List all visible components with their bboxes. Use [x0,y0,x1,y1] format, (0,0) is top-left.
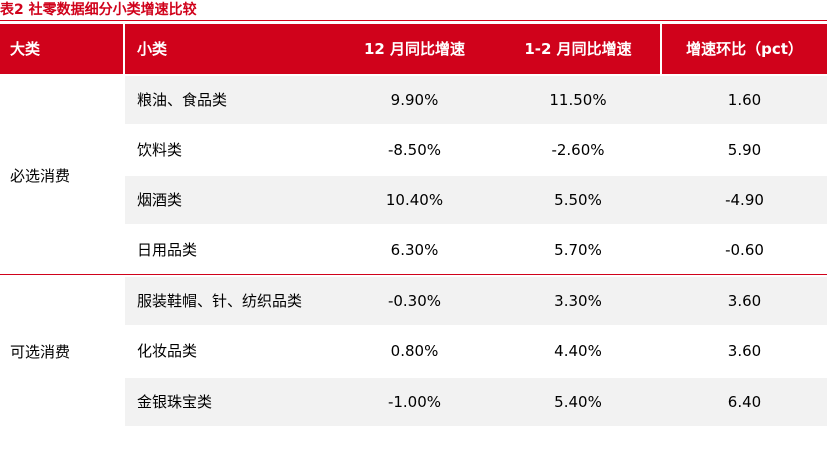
table-row: 金银珠宝类 -1.00% 5.40% 6.40 [125,378,827,426]
category-label: 必选消费 [10,167,71,185]
header-change-pct: 增速环比（pct） [686,40,803,58]
dec-yoy-cell: 0.80% [390,342,439,360]
table-header: 大类 小类 12 月同比增速 1-2 月同比增速 增速环比（pct） [0,24,827,74]
dec-yoy-cell: 9.90% [390,91,439,109]
header-category: 大类 [10,40,41,58]
change-pct-cell: -4.90 [725,191,764,209]
change-pct-cell: 5.90 [727,141,762,159]
janfeb-yoy-cell: 5.40% [554,393,602,411]
subcategory-cell: 饮料类 [137,141,183,159]
dec-yoy-cell: 10.40% [385,191,444,209]
subcategory-cell: 服装鞋帽、针、纺织品类 [137,292,303,310]
header-subcategory: 小类 [137,40,168,58]
change-pct-cell: -0.60 [725,241,764,259]
group-divider [0,274,827,275]
janfeb-yoy-cell: 11.50% [549,91,607,109]
category-label: 可选消费 [10,343,71,361]
dec-yoy-cell: -8.50% [387,141,442,159]
table-row: 日用品类 6.30% 5.70% -0.60 [125,226,827,274]
janfeb-yoy-cell: 4.40% [554,342,602,360]
header-divider [660,24,662,74]
table-row: 化妆品类 0.80% 4.40% 3.60 [125,327,827,375]
table-row: 粮油、食品类 9.90% 11.50% 1.60 [125,76,827,124]
subcategory-cell: 金银珠宝类 [137,393,213,411]
change-pct-cell: 3.60 [727,292,762,310]
change-pct-cell: 1.60 [727,91,762,109]
subcategory-cell: 粮油、食品类 [137,91,228,109]
subcategory-cell: 烟酒类 [137,191,183,209]
janfeb-yoy-cell: 5.50% [554,191,602,209]
subcategory-cell: 日用品类 [137,241,198,259]
header-janfeb-yoy: 1-2 月同比增速 [524,40,632,58]
subcategory-cell: 化妆品类 [137,342,198,360]
janfeb-yoy-cell: 3.30% [554,292,602,310]
table-row: 饮料类 -8.50% -2.60% 5.90 [125,126,827,174]
change-pct-cell: 6.40 [727,393,762,411]
dec-yoy-cell: 6.30% [390,241,439,259]
janfeb-yoy-cell: 5.70% [554,241,602,259]
header-divider [123,24,125,74]
table-row: 烟酒类 10.40% 5.50% -4.90 [125,176,827,224]
caption-divider [0,20,827,21]
table-caption: 表2 社零数据细分小类增速比较 [0,2,197,18]
header-dec-yoy: 12 月同比增速 [363,40,466,58]
dec-yoy-cell: -1.00% [387,393,442,411]
janfeb-yoy-cell: -2.60% [551,141,605,159]
table-row: 服装鞋帽、针、纺织品类 -0.30% 3.30% 3.60 [125,277,827,325]
dec-yoy-cell: -0.30% [387,292,442,310]
change-pct-cell: 3.60 [727,342,762,360]
